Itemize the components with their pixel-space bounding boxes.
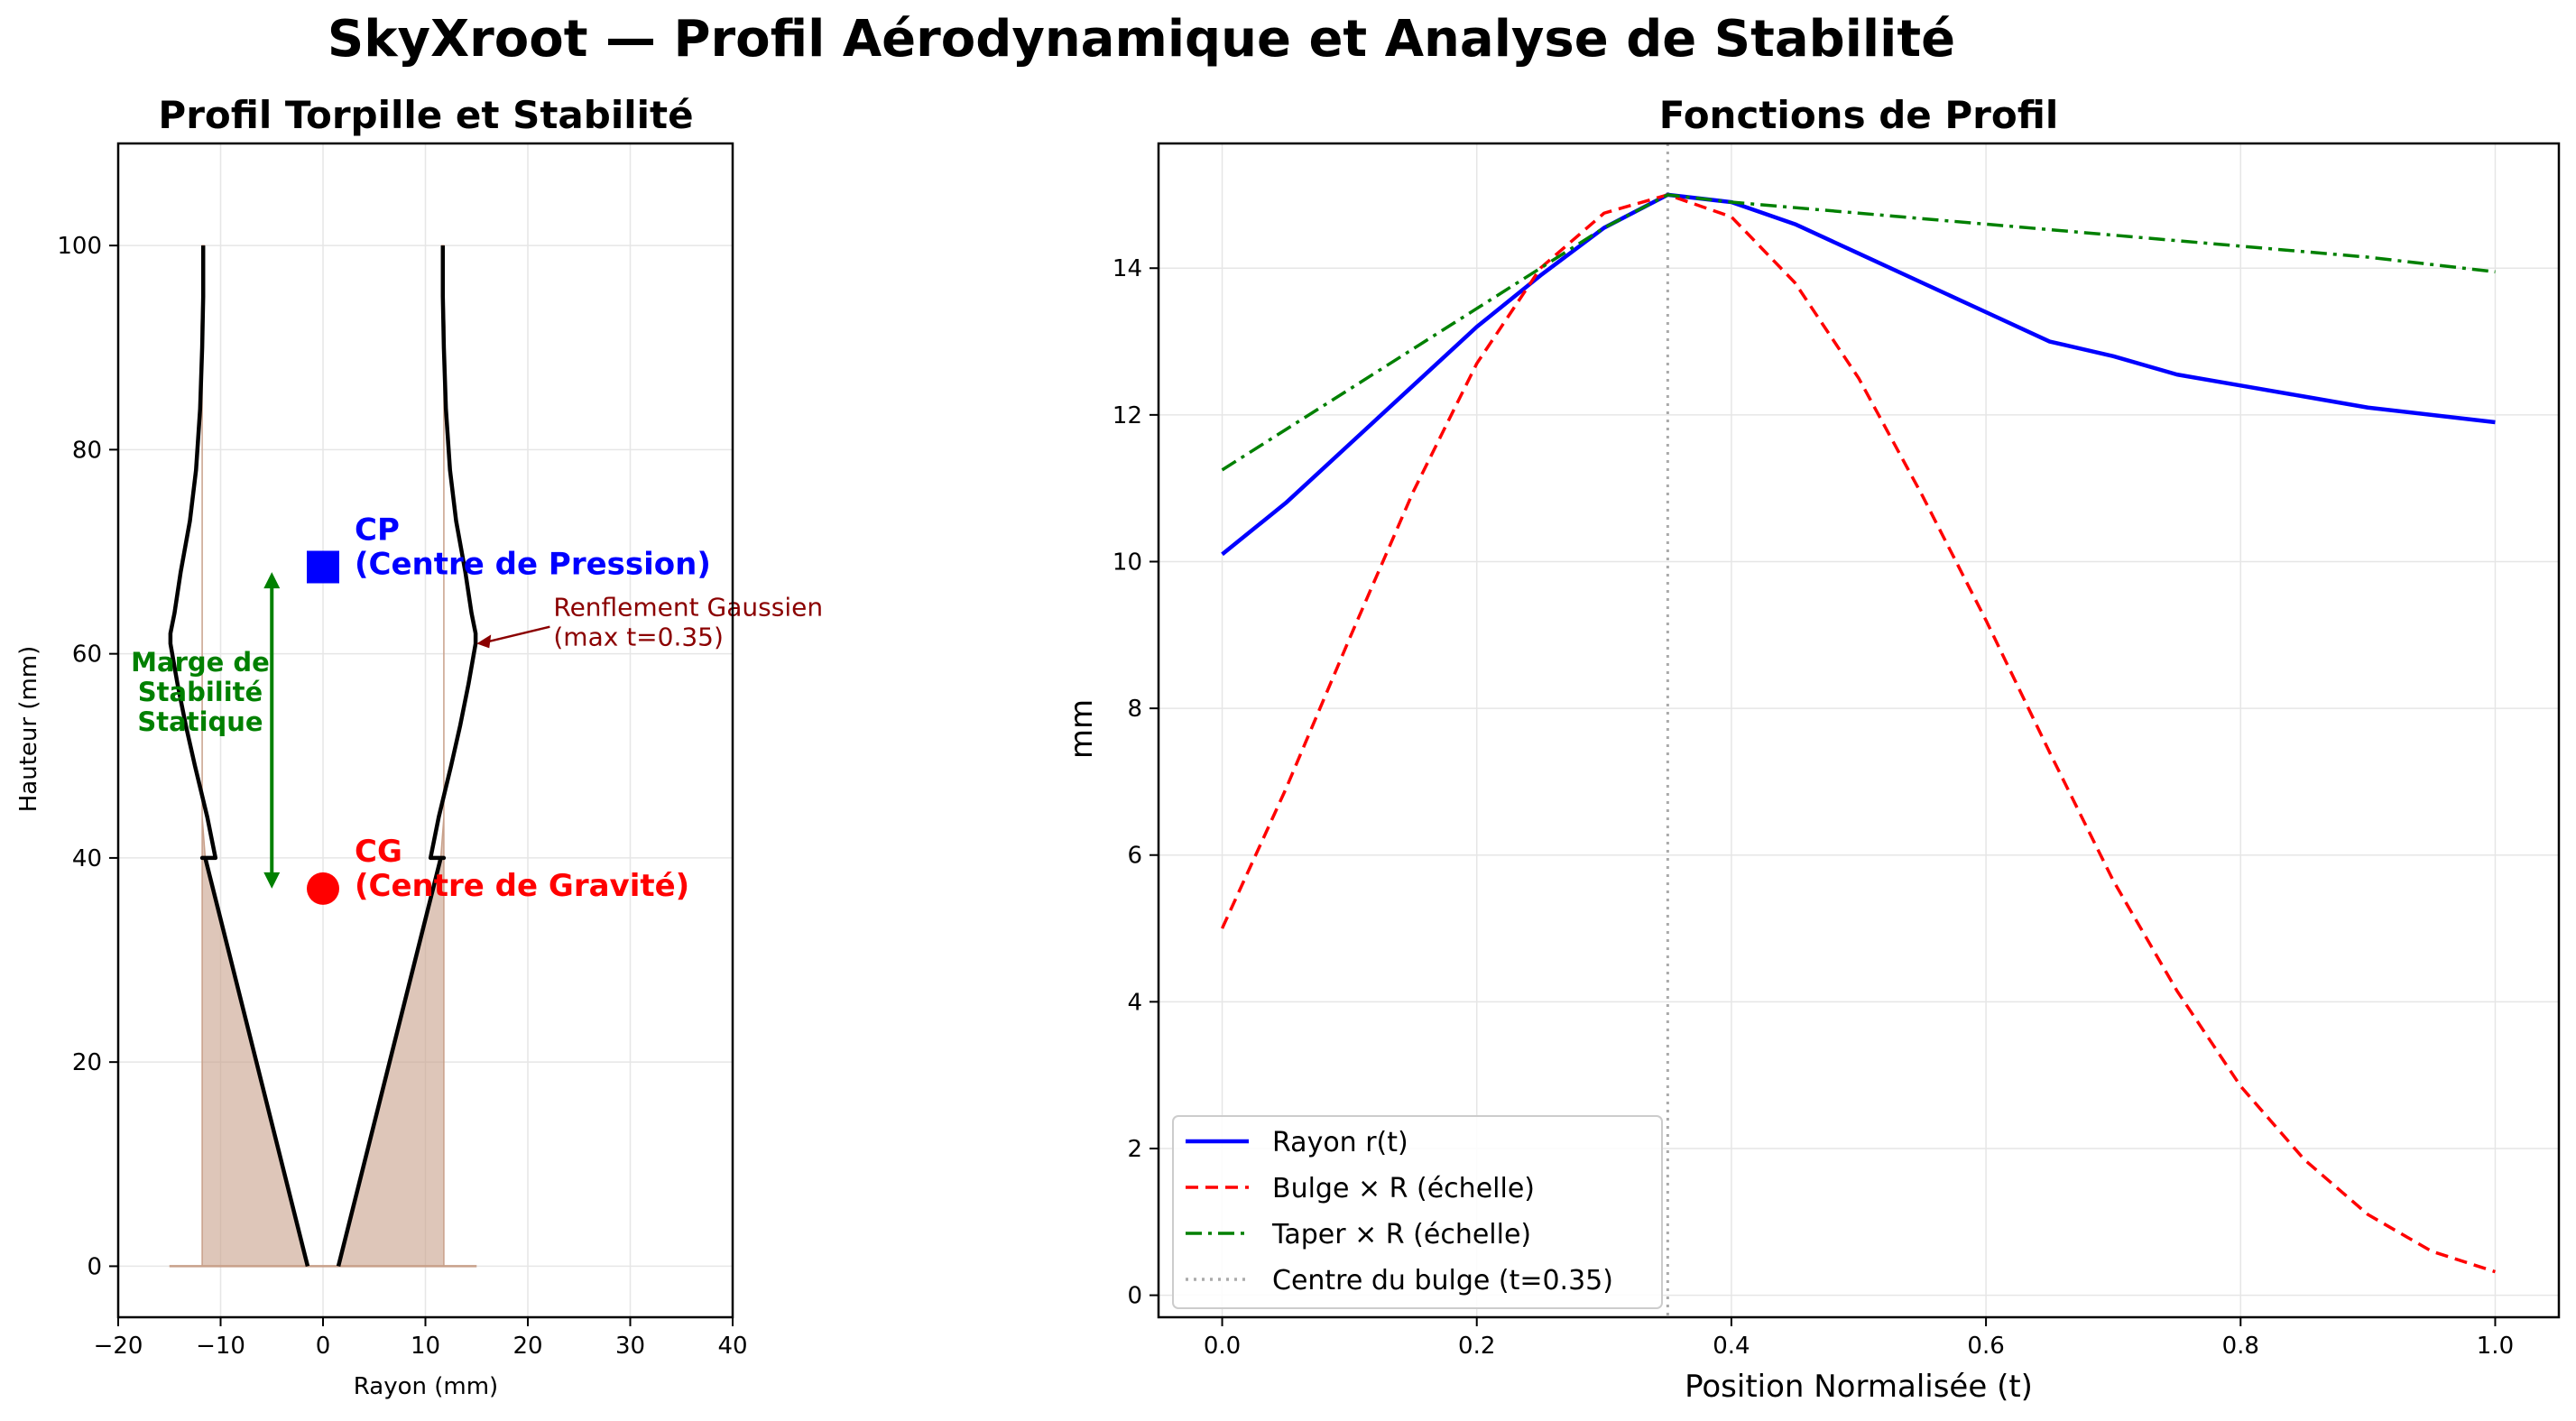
right-y-tick-label: 14	[1113, 255, 1142, 282]
label-cg: CG (Centre de Gravité)	[355, 834, 689, 904]
right-ticks: 0.0 0.2 0.4 0.6 0.8 1.0 0 2 4 6 8 10 12 14	[1113, 255, 2514, 1360]
right-y-tick-label: 6	[1127, 843, 1142, 870]
label-cp: CP (Centre de Pression)	[355, 512, 711, 582]
left-x-tick-label: 0	[316, 1333, 331, 1360]
left-y-tick-label: 40	[72, 845, 102, 872]
right-grid	[1159, 143, 2559, 1317]
left-x-tick-label: −10	[196, 1333, 245, 1360]
series-line-0	[1221, 192, 2496, 557]
left-y-tick-label: 20	[72, 1049, 102, 1076]
right-x-tick-label: 1.0	[2477, 1333, 2514, 1360]
left-outline	[168, 245, 310, 1267]
left-x-tick-label: 10	[411, 1333, 440, 1360]
right-chart: Fonctions de Profil 0.0 0.2 0.4 0.6 0.8 1.0 0 2…	[1064, 93, 2561, 1405]
left-x-axis-label: Rayon (mm)	[354, 1373, 498, 1400]
right-y-tick-label: 10	[1113, 549, 1142, 576]
legend-label-2: Taper × R (échelle)	[1271, 1219, 1531, 1250]
right-x-axis-label: Position Normalisée (t)	[1685, 1369, 2033, 1405]
right-y-tick-label: 2	[1127, 1136, 1142, 1163]
left-x-tick-label: 40	[717, 1333, 747, 1360]
marker-cp	[307, 550, 339, 584]
right-y-axis-label: mm	[1064, 699, 1100, 759]
figure-suptitle: SkyXroot — Profil Aérodynamique et Analy…	[328, 10, 1955, 69]
bulge-arrow-head	[476, 634, 492, 649]
stability-arrow-head-top	[263, 572, 281, 589]
left-chart-title: Profil Torpille et Stabilité	[158, 93, 693, 137]
legend-label-1: Bulge × R (échelle)	[1272, 1173, 1535, 1204]
right-outline	[336, 245, 478, 1267]
bulge-arrow-shaft	[486, 625, 550, 643]
right-x-tick-label: 0.0	[1204, 1333, 1241, 1360]
stability-arrow-head-bottom	[263, 872, 281, 889]
right-x-tick-label: 0.2	[1458, 1333, 1495, 1360]
left-y-tick-label: 0	[87, 1253, 102, 1280]
right-fill-region	[337, 245, 446, 1268]
left-x-tick-label: 20	[512, 1333, 542, 1360]
right-y-tick-label: 8	[1127, 696, 1142, 723]
right-x-tick-label: 0.8	[2222, 1333, 2259, 1360]
left-chart: Profil Torpille et Stabilité CP (Centre d…	[15, 93, 823, 1400]
right-legend: Rayon r(t) Bulge × R (échelle) Taper × R (…	[1172, 1115, 1663, 1309]
left-y-axis-label: Hauteur (mm)	[15, 646, 42, 813]
stability-margin-label: Marge de Stabilité Statique	[131, 647, 270, 737]
right-x-tick-label: 0.6	[1967, 1333, 2004, 1360]
bulge-annotation-label: Renflement Gaussien (max t=0.35)	[553, 593, 823, 652]
series-line-2	[1221, 193, 2496, 472]
right-x-tick-label: 0.4	[1713, 1333, 1750, 1360]
right-y-tick-label: 0	[1127, 1283, 1142, 1310]
left-x-tick-label: 30	[615, 1333, 645, 1360]
left-grid	[117, 143, 734, 1317]
left-y-tick-label: 80	[72, 437, 102, 464]
right-y-tick-label: 12	[1113, 402, 1142, 429]
left-y-tick-label: 100	[57, 233, 102, 260]
left-fill-region	[200, 245, 309, 1268]
series-line-1	[1220, 193, 2496, 1274]
marker-cg	[307, 872, 339, 905]
left-x-tick-label: −20	[94, 1333, 143, 1360]
legend-box	[1172, 1115, 1663, 1309]
right-y-tick-label: 4	[1127, 989, 1142, 1016]
left-ticks: −20 −10 0 10 20 30 40 0 20 40 60 80 100	[57, 233, 747, 1360]
right-plot-area	[1220, 143, 2496, 1317]
left-plot-area: CP (Centre de Pression) CG (Centre de Gravi…	[131, 245, 823, 1268]
legend-label-0: Rayon r(t)	[1272, 1127, 1408, 1158]
left-y-tick-label: 60	[72, 641, 102, 669]
legend-label-3: Centre du bulge (t=0.35)	[1272, 1265, 1613, 1296]
right-axes-frame	[1157, 142, 2561, 1319]
right-chart-title: Fonctions de Profil	[1659, 93, 2059, 137]
